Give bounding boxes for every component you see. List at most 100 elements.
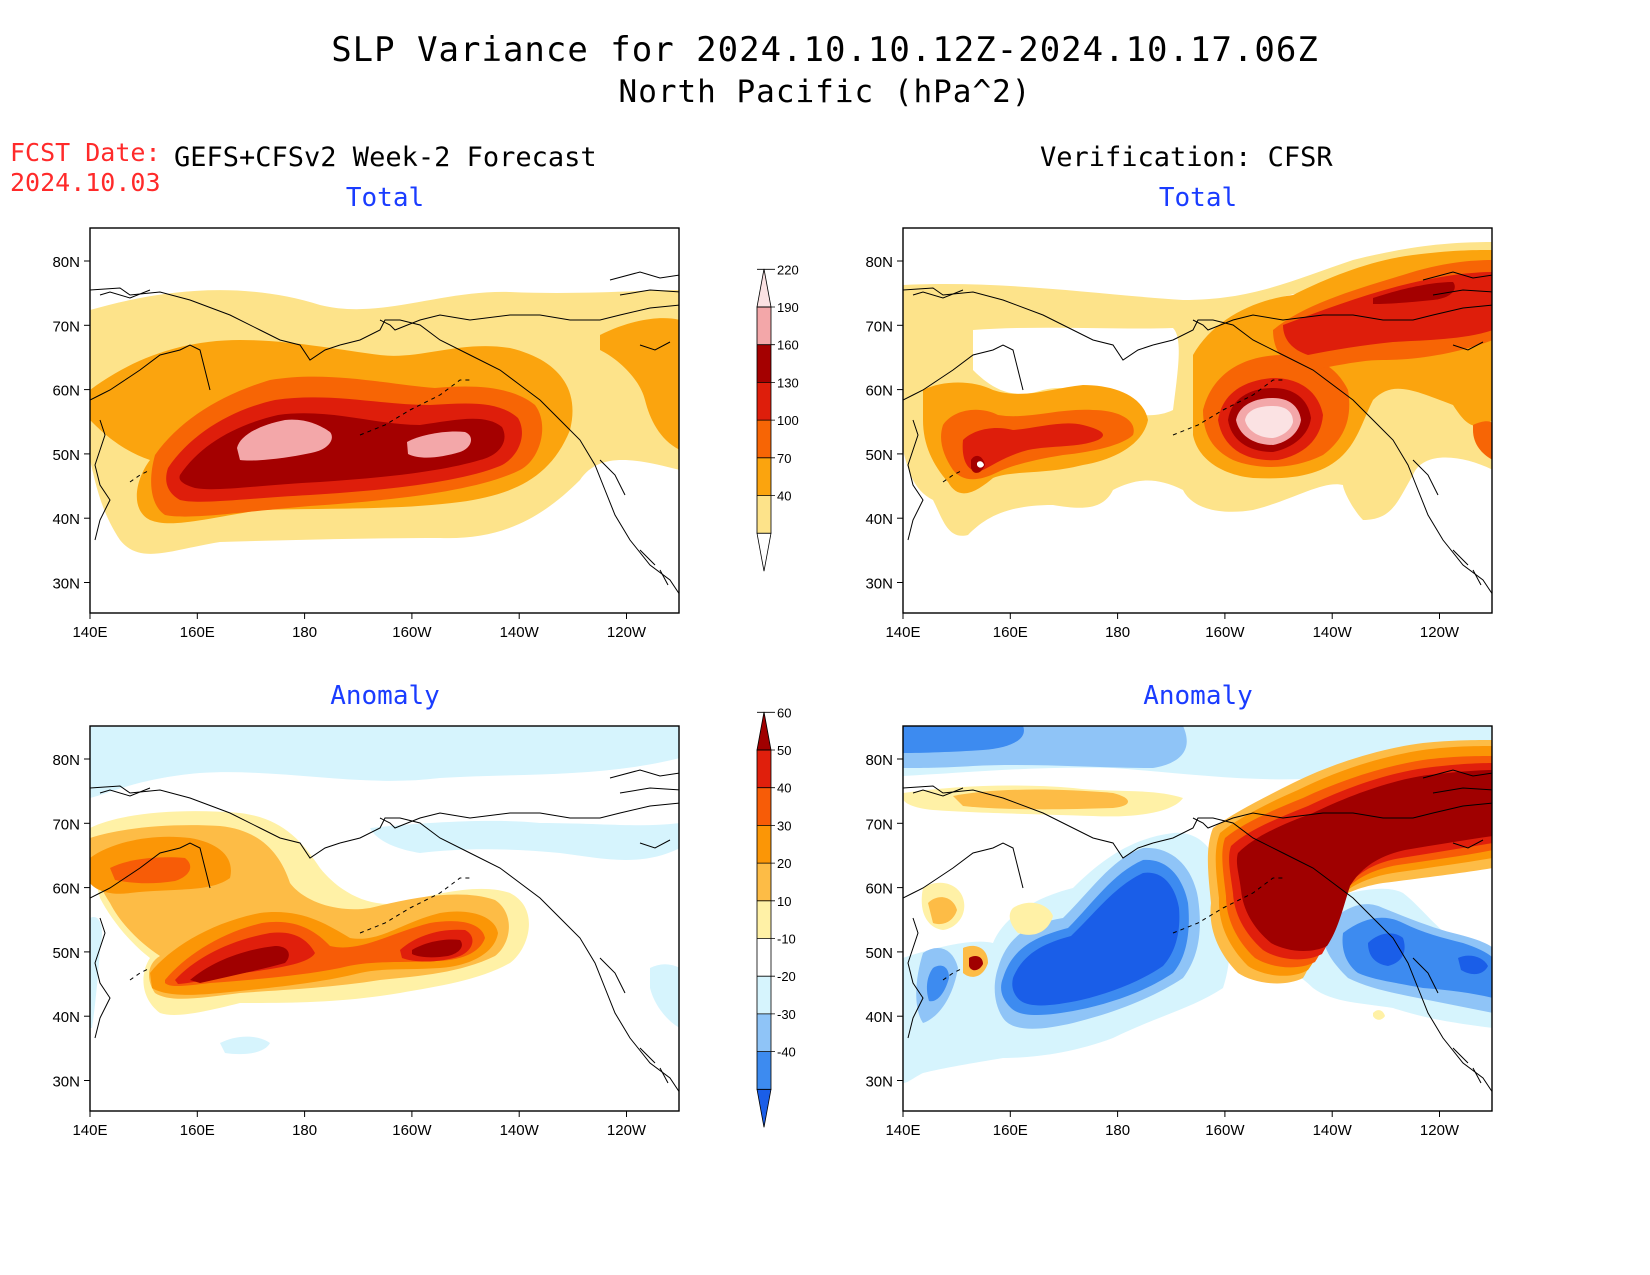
forecast-total-map: 80N 70N 60N 50N 40N 30N 140E 160E 180 160W 140W 120… xyxy=(52,227,680,641)
chart-subtitle: North Pacific (hPa^2) xyxy=(618,74,1032,110)
colorbar-segment xyxy=(757,825,771,864)
colorbar-label: 160 xyxy=(777,338,799,353)
colorbar-label: 190 xyxy=(777,300,799,315)
colorbar-segment xyxy=(757,495,771,534)
colorbar-label: 20 xyxy=(777,856,791,871)
lon-tick-label: 140W xyxy=(1313,624,1353,641)
fcst-date-label: FCST Date: xyxy=(10,138,161,167)
lon-tick-label: 160E xyxy=(993,624,1028,641)
lon-tick-label: 160W xyxy=(1205,624,1245,641)
fc-total-subtitle: Total xyxy=(345,183,425,213)
lat-tick-label: 60N xyxy=(865,881,893,898)
colorbar-segment xyxy=(757,1013,771,1052)
lat-tick-label: 40N xyxy=(865,1009,893,1026)
colorbar-label: -10 xyxy=(777,932,796,947)
fcst-date: FCST Date: 2024.10.03 xyxy=(10,138,161,198)
vf-total-subtitle: Total xyxy=(1158,183,1238,213)
colorbar-segment xyxy=(757,976,771,1014)
colorbar-segment xyxy=(756,268,772,308)
colorbar-label: 220 xyxy=(777,265,799,277)
colorbar-label: 70 xyxy=(777,451,791,466)
colorbar-label: 130 xyxy=(777,375,799,390)
colorbar-segment xyxy=(756,532,772,572)
colorbar-label: -30 xyxy=(777,1007,796,1022)
colorbar-label: 100 xyxy=(777,413,799,428)
colorbar-segment xyxy=(757,382,771,421)
colorbar-label: -40 xyxy=(777,1045,796,1060)
lon-tick-label: 180 xyxy=(1105,1122,1130,1139)
colorbar-segment xyxy=(757,938,771,977)
lat-tick-label: 30N xyxy=(52,1074,80,1091)
lat-tick-label: 80N xyxy=(52,254,80,271)
lon-tick-label: 140E xyxy=(72,1122,107,1139)
lat-tick-label: 80N xyxy=(52,752,80,769)
lon-tick-label: 180 xyxy=(292,1122,317,1139)
colorbar-segment xyxy=(757,787,771,826)
lat-tick-label: 70N xyxy=(52,816,80,833)
vf-anom-subtitle: Anomaly xyxy=(1143,681,1253,711)
colorbar-segment xyxy=(757,457,771,496)
lon-tick-label: 140E xyxy=(885,1122,920,1139)
fc-anom-subtitle: Anomaly xyxy=(330,681,440,711)
verification-anomaly-map: 80N 70N 60N 50N 40N 30N 140E 160E 180 160W 140W 120… xyxy=(865,725,1493,1139)
colorbar-segment xyxy=(757,344,771,383)
lat-tick-label: 60N xyxy=(52,881,80,898)
lat-tick-label: 50N xyxy=(865,447,893,464)
colorbar-label: 60 xyxy=(777,705,791,720)
colorbar-segment xyxy=(757,863,771,901)
colorbar-segment xyxy=(757,307,771,345)
lon-tick-label: 140W xyxy=(500,1122,540,1139)
colorbar-total: 40 70 100 130 160 190 220 xyxy=(756,265,799,572)
colorbar-label: -20 xyxy=(777,969,796,984)
lat-tick-label: 80N xyxy=(865,254,893,271)
lon-tick-label: 140W xyxy=(500,624,540,641)
colorbar-label: 30 xyxy=(777,818,791,833)
lon-tick-label: 160E xyxy=(993,1122,1028,1139)
lat-tick-label: 30N xyxy=(865,576,893,593)
lon-tick-label: 140E xyxy=(72,624,107,641)
lat-tick-label: 70N xyxy=(865,816,893,833)
colorbar-anomaly: -40 -30 -20 -10 10 20 30 40 50 60 xyxy=(756,705,796,1128)
lat-tick-label: 40N xyxy=(52,1009,80,1026)
lon-tick-label: 160E xyxy=(180,1122,215,1139)
fcst-date-value: 2024.10.03 xyxy=(10,168,161,197)
lon-tick-label: 160W xyxy=(1205,1122,1245,1139)
colorbar-segment xyxy=(756,1088,772,1128)
lon-tick-label: 180 xyxy=(1105,624,1130,641)
colorbar-label: 10 xyxy=(777,894,791,909)
lat-tick-label: 80N xyxy=(865,752,893,769)
lat-tick-label: 40N xyxy=(52,511,80,528)
lat-tick-label: 70N xyxy=(865,318,893,335)
lon-tick-label: 120W xyxy=(1420,1122,1460,1139)
lon-tick-label: 140E xyxy=(885,624,920,641)
forecast-anomaly-map: 80N 70N 60N 50N 40N 30N 140E 160E 180 160W 140W 120… xyxy=(52,725,680,1139)
lat-tick-label: 70N xyxy=(52,318,80,335)
lat-tick-label: 50N xyxy=(865,945,893,962)
colorbar-segment xyxy=(756,711,772,751)
lon-tick-label: 120W xyxy=(1420,624,1460,641)
lat-tick-label: 40N xyxy=(865,511,893,528)
colorbar-label: 50 xyxy=(777,743,791,758)
colorbar-segment xyxy=(757,900,771,939)
lon-tick-label: 180 xyxy=(292,624,317,641)
lat-tick-label: 30N xyxy=(865,1074,893,1091)
lon-tick-label: 160W xyxy=(392,624,432,641)
lat-tick-label: 30N xyxy=(52,576,80,593)
colorbar-label: 40 xyxy=(777,489,791,504)
lat-tick-label: 50N xyxy=(52,945,80,962)
lon-tick-label: 160E xyxy=(180,624,215,641)
lat-tick-label: 60N xyxy=(865,383,893,400)
colorbar-label: 40 xyxy=(777,781,791,796)
chart-title: SLP Variance for 2024.10.10.12Z-2024.10.… xyxy=(331,30,1319,70)
colorbar-segment xyxy=(757,420,771,458)
verification-header: Verification: CFSR xyxy=(1040,142,1333,173)
colorbar-segment xyxy=(757,1051,771,1090)
lon-tick-label: 120W xyxy=(607,624,647,641)
colorbar-segment xyxy=(757,750,771,788)
lon-tick-label: 160W xyxy=(392,1122,432,1139)
lon-tick-label: 140W xyxy=(1313,1122,1353,1139)
forecast-header: GEFS+CFSv2 Week-2 Forecast xyxy=(174,142,597,173)
lat-tick-label: 60N xyxy=(52,383,80,400)
lat-tick-label: 50N xyxy=(52,447,80,464)
verification-total-map: 80N 70N 60N 50N 40N 30N 140E 160E 180 160W 140W 120… xyxy=(865,227,1493,641)
